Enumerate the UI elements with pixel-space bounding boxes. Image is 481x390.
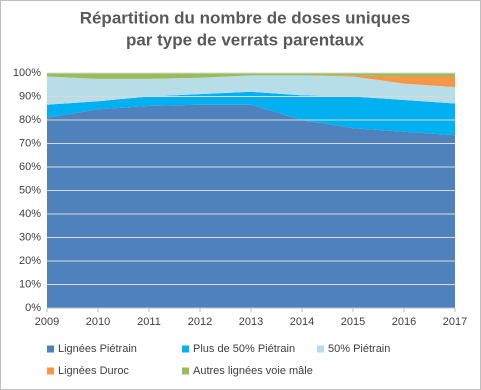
legend-label: 50% Piétrain — [328, 343, 390, 355]
x-tick-label: 2011 — [137, 316, 161, 328]
y-tick-label: 30% — [19, 231, 41, 243]
y-tick-label: 100% — [13, 67, 41, 79]
x-tick-label: 2013 — [239, 316, 263, 328]
legend-label: Lignées Piétrain — [58, 343, 137, 355]
area — [47, 75, 455, 105]
x-tick-label: 2012 — [188, 316, 212, 328]
y-tick-label: 0% — [25, 302, 41, 314]
x-tick-label: 2017 — [443, 316, 467, 328]
area — [47, 73, 455, 79]
y-tick-label: 50% — [19, 184, 41, 196]
legend-label: Plus de 50% Piétrain — [193, 343, 295, 355]
x-tick-label: 2009 — [35, 316, 59, 328]
legend-label: Lignées Duroc — [58, 365, 129, 377]
x-tick-label: 2010 — [86, 316, 110, 328]
x-tick-label: 2014 — [290, 316, 314, 328]
legend-label: Autres lignées voie mâle — [193, 365, 313, 377]
area — [47, 104, 455, 308]
y-tick-label: 70% — [19, 137, 41, 149]
y-tick-label: 90% — [19, 90, 41, 102]
y-tick-label: 80% — [19, 114, 41, 126]
legend-swatch — [47, 345, 54, 353]
legend-swatch — [317, 345, 324, 353]
x-tick-label: 2015 — [341, 316, 365, 328]
legend-swatch — [182, 345, 189, 353]
y-tick-label: 40% — [19, 208, 41, 220]
y-tick-label: 60% — [19, 161, 41, 173]
chart-title: par type de verrats parentaux — [126, 30, 365, 49]
chart-title: Répartition du nombre de doses uniques — [80, 8, 411, 27]
legend-swatch — [182, 367, 189, 375]
y-tick-label: 10% — [19, 278, 41, 290]
y-tick-label: 20% — [19, 255, 41, 267]
legend-swatch — [47, 367, 54, 375]
area — [47, 91, 455, 136]
x-tick-label: 2016 — [392, 316, 416, 328]
